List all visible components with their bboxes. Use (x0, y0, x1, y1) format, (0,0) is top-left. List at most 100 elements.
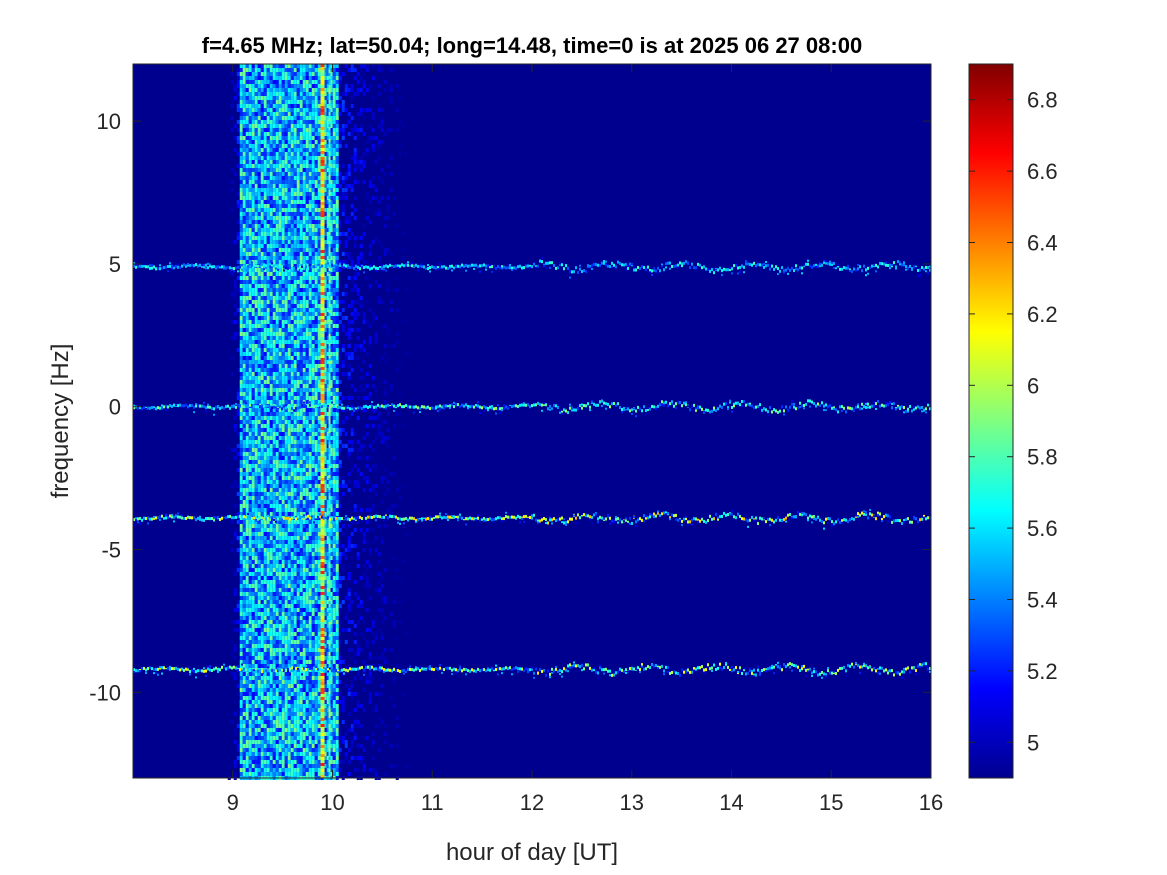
heatmap-cell (308, 420, 312, 424)
heatmap-cell (236, 236, 240, 240)
heatmap-cell (260, 624, 264, 628)
heatmap-cell (314, 420, 318, 424)
heatmap-cell (263, 136, 267, 140)
heatmap-cell (242, 80, 246, 84)
heatmap-cell (290, 356, 294, 360)
heatmap-cell (236, 668, 240, 672)
heatmap-cell (302, 168, 306, 172)
heatmap-cell (266, 140, 270, 144)
heatmap-cell (272, 260, 276, 264)
heatmap-cell (305, 512, 309, 516)
heatmap-cell (251, 752, 255, 756)
heatmap-cell (296, 724, 300, 728)
heatmap-cell (311, 448, 315, 452)
heatmap-cell (242, 748, 246, 752)
heatmap-cell (308, 216, 312, 220)
heatmap-cell (248, 212, 252, 216)
heatmap-cell (266, 292, 270, 296)
heatmap-cell (308, 240, 312, 244)
heatmap-cell (317, 508, 321, 512)
heatmap-cell (308, 128, 312, 132)
heatmap-cell (302, 620, 306, 624)
heatmap-cell (269, 540, 273, 544)
heatmap-cell (266, 172, 270, 176)
heatmap-cell (263, 224, 267, 228)
heatmap-cell (290, 468, 294, 472)
heatmap-cell (248, 216, 252, 220)
heatmap-cell (281, 372, 285, 376)
heatmap-cell (296, 584, 300, 588)
heatmap-cell (287, 356, 291, 360)
heatmap-cell (245, 348, 249, 352)
heatmap-cell (266, 740, 270, 744)
heatmap-cell (260, 716, 264, 720)
heatmap-cell (239, 764, 243, 768)
heatmap-cell (236, 232, 240, 236)
heatmap-cell (296, 84, 300, 88)
heatmap-cell (269, 764, 273, 768)
heatmap-cell (239, 620, 243, 624)
heatmap-cell (248, 672, 252, 676)
heatmap-cell (311, 420, 315, 424)
heatmap-cell (317, 312, 321, 316)
heatmap-cell (260, 752, 264, 756)
heatmap-cell (299, 348, 303, 352)
heatmap-cell (251, 436, 255, 440)
heatmap-cell (302, 292, 306, 296)
heatmap-cell (305, 632, 309, 636)
heatmap-cell (284, 396, 288, 400)
heatmap-cell (314, 740, 318, 744)
heatmap-cell (239, 112, 243, 116)
heatmap-cell (239, 460, 243, 464)
heatmap-cell (254, 468, 258, 472)
heatmap-cell (260, 144, 264, 148)
heatmap-cell (275, 424, 279, 428)
heatmap-cell (242, 116, 246, 120)
heatmap-cell (311, 92, 315, 96)
heatmap-cell (311, 184, 315, 188)
heatmap-cell (248, 628, 252, 632)
heatmap-cell (239, 716, 243, 720)
heatmap-cell (278, 476, 282, 480)
heatmap-cell (308, 548, 312, 552)
heatmap-cell (251, 556, 255, 560)
heatmap-cell (278, 332, 282, 336)
heatmap-cell (311, 612, 315, 616)
heatmap-cell (284, 320, 288, 324)
heatmap-cell (296, 668, 300, 672)
heatmap-cell (314, 680, 318, 684)
heatmap-cell (254, 660, 258, 664)
heatmap-cell (296, 248, 300, 252)
heatmap-cell (242, 268, 246, 272)
heatmap-cell (296, 464, 300, 468)
heatmap-cell (317, 296, 321, 300)
heatmap-cell (284, 92, 288, 96)
heatmap-cell (299, 624, 303, 628)
heatmap-cell (272, 396, 276, 400)
heatmap-cell (302, 688, 306, 692)
heatmap-cell (281, 708, 285, 712)
heatmap-cell (260, 220, 264, 224)
heatmap-cell (272, 540, 276, 544)
heatmap-cell (305, 600, 309, 604)
heatmap-cell (257, 624, 261, 628)
heatmap-cell (257, 116, 261, 120)
heatmap-cell (248, 568, 252, 572)
heatmap-cell (275, 524, 279, 528)
heatmap-cell (245, 480, 249, 484)
heatmap-cell (242, 500, 246, 504)
heatmap-cell (272, 144, 276, 148)
heatmap-cell (311, 192, 315, 196)
heatmap-cell (248, 268, 252, 272)
heatmap-cell (296, 648, 300, 652)
heatmap-cell (278, 200, 282, 204)
heatmap-cell (317, 324, 321, 328)
heatmap-cell (299, 168, 303, 172)
heatmap-cell (308, 532, 312, 536)
heatmap-cell (314, 192, 318, 196)
heatmap-cell (251, 488, 255, 492)
heatmap-cell (311, 500, 315, 504)
heatmap-cell (248, 428, 252, 432)
heatmap-cell (263, 644, 267, 648)
heatmap-cell (305, 556, 309, 560)
